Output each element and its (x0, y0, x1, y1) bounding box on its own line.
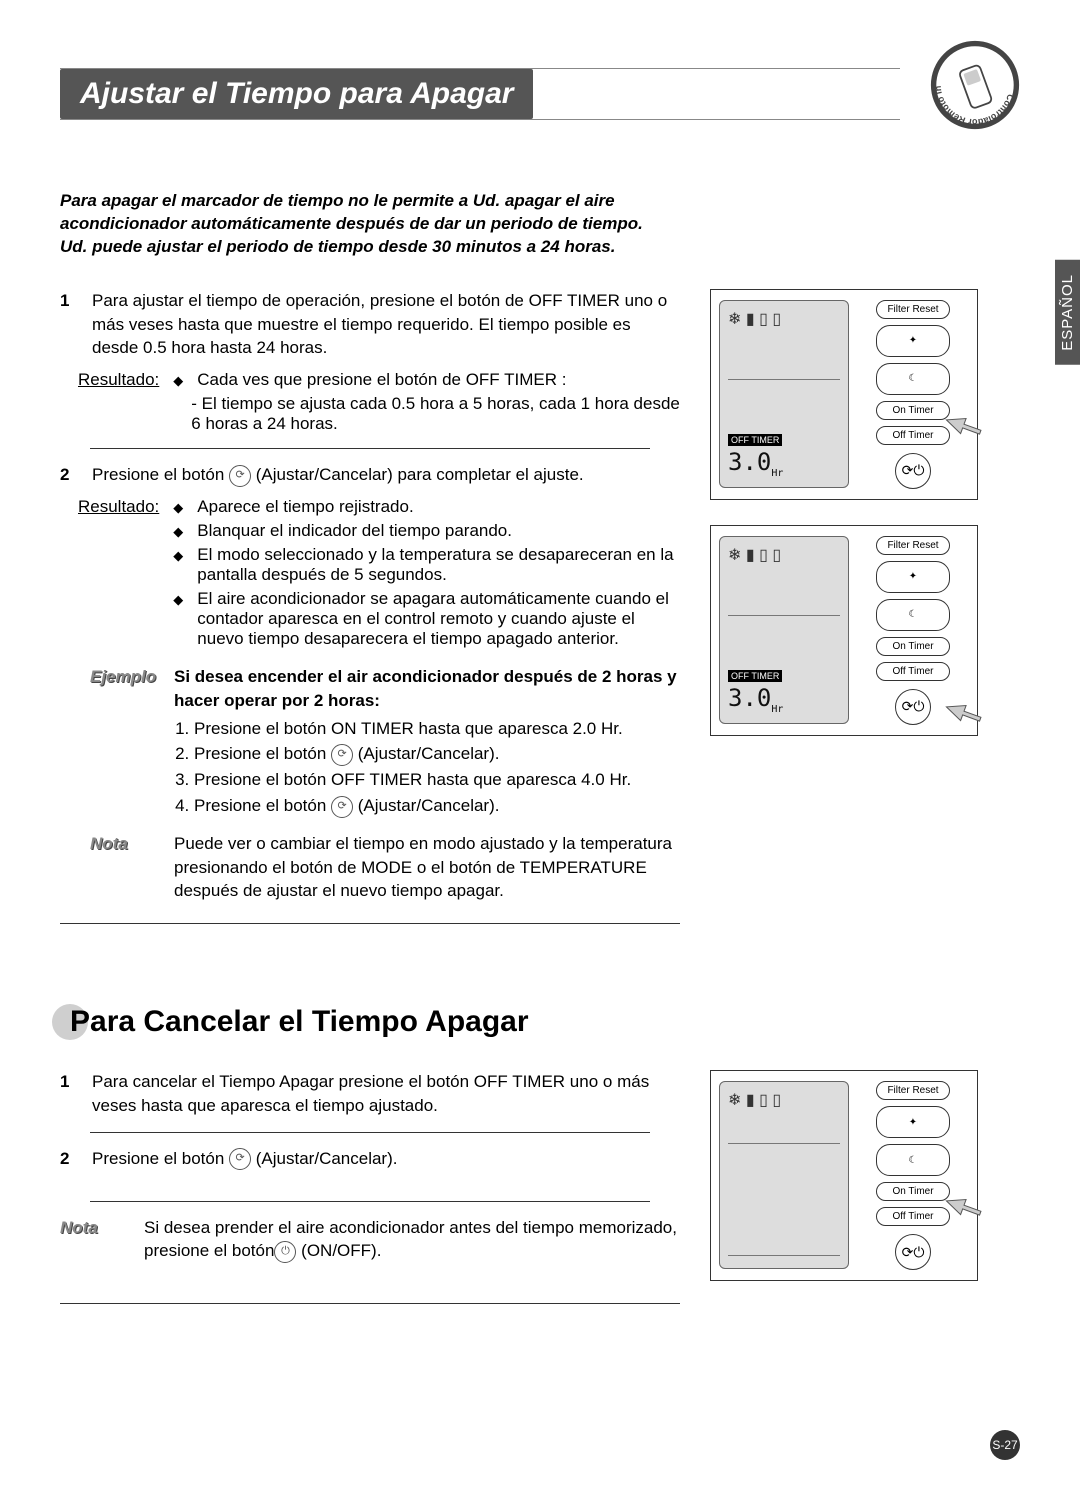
step-2: 2 Presione el botón ⟳ (Ajustar/Cancelar)… (60, 463, 680, 487)
s2-step-2: 2 Presione el botón ⟳ (Ajustar/Cancelar)… (60, 1147, 680, 1171)
s2-step-1: 1 Para cancelar el Tiempo Apagar presion… (60, 1070, 680, 1118)
page-title: Ajustar el Tiempo para Apagar (60, 69, 533, 119)
remote-illustration-3: ❄ ▮ ▯ ▯ OFF TIMER 3.0 Filter Reset ✦ ☾ O… (710, 1070, 978, 1281)
swing-button: ✦ (876, 325, 950, 357)
remote-illustration-2: ❄ ▮ ▯ ▯ OFF TIMER 3.0Hr Filter Reset ✦ ☾… (710, 525, 978, 736)
off-timer-button: Off Timer (876, 426, 950, 445)
on-off-icon: ⏻ (274, 1241, 296, 1263)
step-1-result: Resultado: Cada ves que presione el botó… (78, 370, 680, 434)
step-2-result: Resultado: Aparece el tiempo rejistrado.… (78, 497, 680, 653)
sleep-button: ☾ (876, 599, 950, 631)
swing-button: ✦ (876, 561, 950, 593)
on-timer-button: On Timer (876, 401, 950, 420)
filter-reset-button: Filter Reset (876, 536, 950, 555)
sleep-button: ☾ (876, 363, 950, 395)
filter-reset-button: Filter Reset (876, 300, 950, 319)
set-cancel-power-button: ⟳⏻ (895, 1234, 931, 1270)
filter-reset-button: Filter Reset (876, 1081, 950, 1100)
divider (60, 923, 680, 924)
section-2-title: Para Cancelar el Tiempo Apagar (60, 1004, 1020, 1040)
divider (90, 1201, 650, 1202)
remote-illustration-1: ❄ ▮ ▯ ▯ OFF TIMER 3.0Hr Filter Reset ✦ ☾… (710, 289, 978, 500)
off-timer-button: Off Timer (876, 1207, 950, 1226)
nota-block-1: Nota Puede ver o cambiar el tiempo en mo… (90, 832, 680, 903)
divider (90, 1132, 650, 1133)
on-timer-button: On Timer (876, 637, 950, 656)
language-tab: ESPAÑOL (1055, 260, 1080, 365)
remote-logo: Controlador Remoto Inalámbrico (930, 40, 1020, 130)
sleep-button: ☾ (876, 1144, 950, 1176)
set-cancel-power-button: ⟳⏻ (895, 689, 931, 725)
nota-block-2: Nota Si desea prender el aire acondicion… (60, 1216, 680, 1264)
on-timer-button: On Timer (876, 1182, 950, 1201)
intro-text: Para apagar el marcador de tiempo no le … (60, 190, 1020, 259)
set-cancel-icon: ⟳ (331, 796, 353, 818)
swing-button: ✦ (876, 1106, 950, 1138)
set-cancel-icon: ⟳ (229, 1148, 251, 1170)
header-row: Ajustar el Tiempo para Apagar Controlado… (60, 40, 1020, 120)
set-cancel-icon: ⟳ (229, 465, 251, 487)
set-cancel-power-button: ⟳⏻ (895, 453, 931, 489)
set-cancel-icon: ⟳ (331, 744, 353, 766)
step-1: 1 Para ajustar el tiempo de operación, p… (60, 289, 680, 360)
page-number-badge: S-27 (990, 1430, 1020, 1460)
title-bar: Ajustar el Tiempo para Apagar (60, 68, 900, 120)
divider (60, 1303, 680, 1304)
divider (90, 448, 650, 449)
off-timer-button: Off Timer (876, 662, 950, 681)
ejemplo-block: Ejemplo Si desea encender el air acondic… (90, 665, 680, 820)
